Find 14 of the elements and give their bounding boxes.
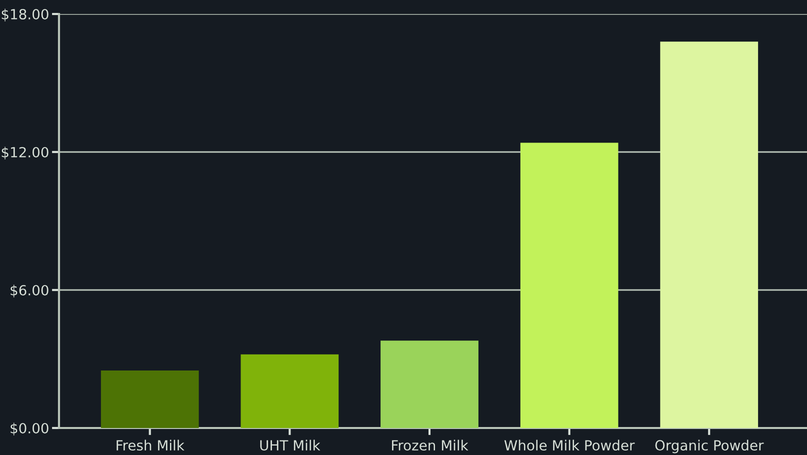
y-tick-label: $12.00 bbox=[2, 146, 48, 160]
x-tick-label: Fresh Milk bbox=[116, 440, 184, 451]
bar bbox=[660, 42, 758, 428]
x-tick-label: Whole Milk Powder bbox=[504, 440, 635, 451]
y-tick-label: $18.00 bbox=[2, 8, 48, 22]
y-tick-label: $0.00 bbox=[10, 422, 48, 436]
x-tick-label: Frozen Milk bbox=[392, 440, 468, 451]
bar bbox=[380, 340, 478, 428]
x-tick-label: Organic Powder bbox=[655, 440, 764, 454]
bar bbox=[240, 354, 339, 428]
y-tick-label: $6.00 bbox=[10, 284, 48, 298]
bar bbox=[520, 142, 618, 428]
x-tick-label: UHT Milk bbox=[260, 440, 320, 451]
bar bbox=[100, 370, 199, 428]
